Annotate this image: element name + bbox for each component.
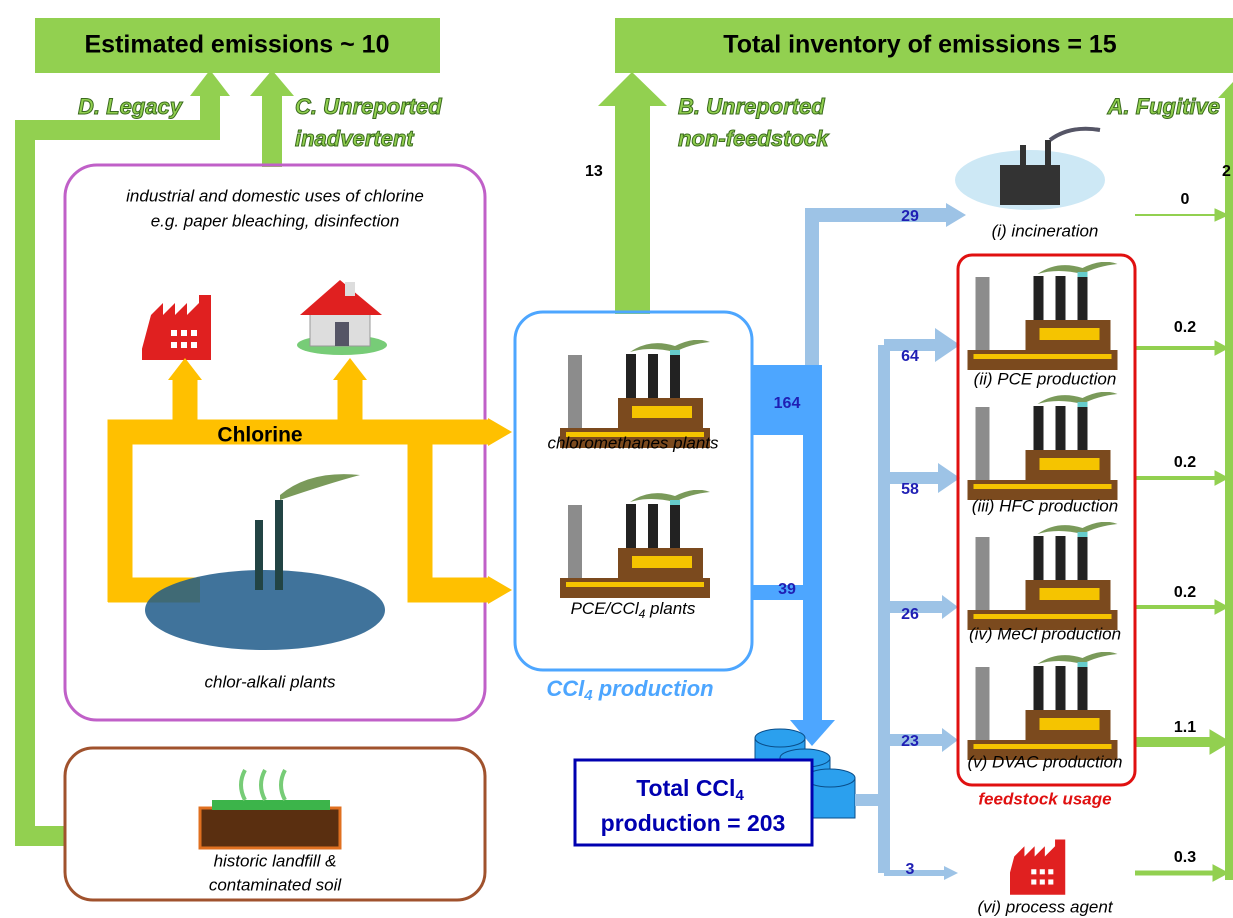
input-value: 58 (901, 481, 919, 498)
landfill-text: contaminated soil (209, 875, 343, 894)
pathway-label: B. Unreported (678, 94, 825, 119)
production-box (513, 310, 754, 672)
chlorine-label: Chlorine (217, 424, 302, 447)
landfill-text: historic landfill & (214, 851, 337, 870)
landfill-box (63, 746, 487, 902)
plant-label: chloromethanes plants (547, 433, 719, 452)
production-title: CCl4 production (546, 676, 713, 704)
pathway-label: C. Unreported (295, 94, 442, 119)
chlorine-heads (168, 358, 512, 604)
plant-label: PCE/CCl4 plants (571, 599, 696, 621)
use-label: (iii) HFC production (972, 496, 1118, 515)
emission-flows (15, 70, 1233, 880)
flow-value: 39 (778, 581, 796, 598)
input-value: 3 (906, 861, 915, 878)
factory-icon (560, 490, 710, 598)
flow-value: 13 (585, 163, 603, 180)
distribution-heads (935, 328, 960, 880)
box-text: e.g. paper bleaching, disinfection (151, 211, 400, 230)
chlor-alkali-icon (145, 474, 385, 650)
input-value: 23 (901, 733, 919, 750)
input-value: 29 (901, 208, 919, 225)
total-box (573, 758, 814, 847)
feedstock-box (956, 253, 1137, 787)
factory-icon (560, 340, 710, 448)
flow-value: 2 (1222, 163, 1231, 180)
banner (615, 18, 1233, 73)
input-value: 64 (901, 348, 919, 365)
use-label: (ii) PCE production (974, 369, 1117, 388)
feedstock-label: feedstock usage (978, 789, 1111, 808)
factory-icon (967, 392, 1118, 500)
factory-icon (967, 262, 1118, 370)
emission-value: 0.2 (1174, 584, 1196, 601)
house-icon (297, 280, 387, 355)
banner-text: Estimated emissions ~ 10 (84, 31, 389, 59)
emission-value: 0.2 (1174, 319, 1196, 336)
plant-label: chlor-alkali plants (204, 672, 336, 691)
process-icon (1010, 839, 1066, 895)
factory-icon (967, 522, 1118, 630)
factory-icon (967, 652, 1118, 760)
banner (35, 18, 440, 73)
pathway-label: non-feedstock (678, 126, 830, 151)
use-label: (v) DVAC production (968, 752, 1123, 771)
pathway-label: inadvertent (295, 126, 415, 151)
production-flows (752, 203, 966, 746)
use-label: (vi) process agent (977, 897, 1113, 916)
pathway-label: D. Legacy (78, 94, 184, 119)
emission-value: 0 (1181, 191, 1190, 208)
landfill-icon (198, 769, 342, 850)
industry-icon (142, 295, 211, 360)
emission-value: 0.2 (1174, 454, 1196, 471)
pathway-label: A. Fugitive (1107, 94, 1220, 119)
box-text: industrial and domestic uses of chlorine (126, 186, 424, 205)
input-value: 26 (901, 606, 919, 623)
flow-value: 164 (774, 395, 801, 412)
distribution-flows (855, 339, 946, 876)
emission-value: 1.1 (1174, 719, 1196, 736)
use-label: (i) incineration (992, 221, 1099, 240)
incinerator-icon (955, 126, 1105, 210)
emission-value: 0.3 (1174, 849, 1196, 866)
total-text: Total CCl4 (636, 775, 744, 804)
banner-text: Total inventory of emissions = 15 (723, 31, 1116, 59)
total-text: production = 203 (601, 810, 786, 836)
fugitive-arrows (1135, 208, 1231, 882)
use-label: (iv) MeCl production (969, 624, 1121, 643)
